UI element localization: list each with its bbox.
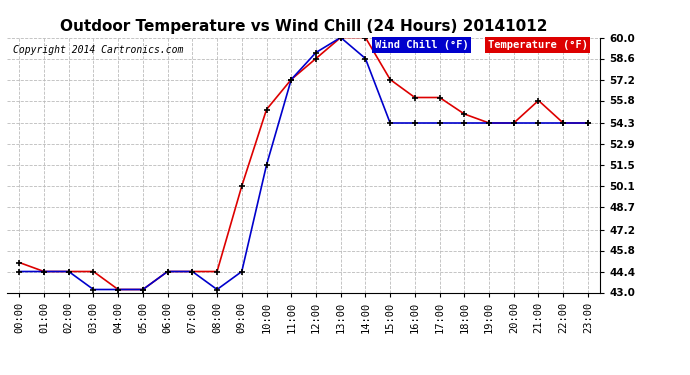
Text: Temperature (°F): Temperature (°F): [488, 40, 588, 50]
Text: Copyright 2014 Cartronics.com: Copyright 2014 Cartronics.com: [13, 45, 184, 55]
Text: Wind Chill (°F): Wind Chill (°F): [375, 40, 469, 50]
Title: Outdoor Temperature vs Wind Chill (24 Hours) 20141012: Outdoor Temperature vs Wind Chill (24 Ho…: [60, 18, 547, 33]
